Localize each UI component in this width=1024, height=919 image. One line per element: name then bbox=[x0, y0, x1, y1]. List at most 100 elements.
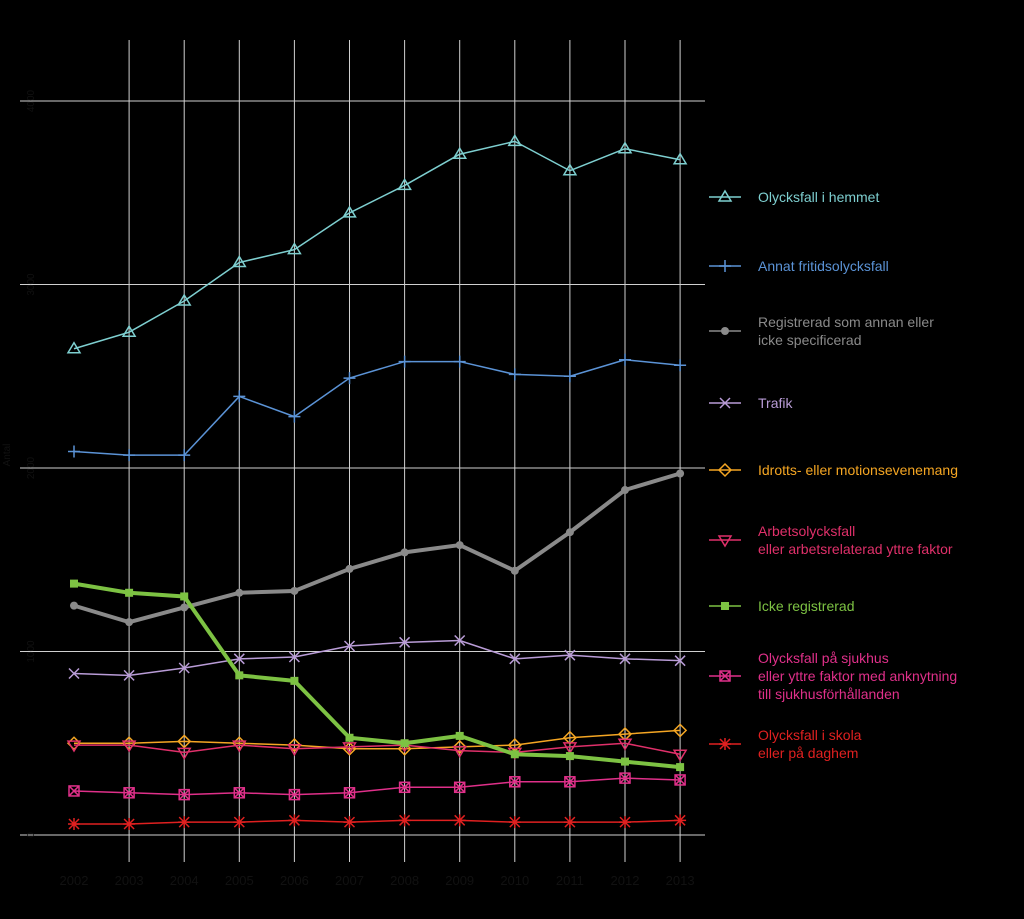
data-point-shape bbox=[672, 152, 688, 165]
data-point bbox=[123, 787, 135, 799]
data-point-shape bbox=[619, 653, 631, 665]
data-point-shape bbox=[509, 776, 521, 788]
data-point bbox=[70, 579, 78, 588]
data-point bbox=[455, 731, 464, 740]
data-point bbox=[177, 734, 192, 749]
legend-item: Registrerad som annan eller icke specific… bbox=[709, 314, 934, 348]
x-tick-label: 2011 bbox=[556, 873, 584, 888]
data-point bbox=[343, 640, 356, 652]
data-point-shape bbox=[233, 653, 245, 665]
series-line bbox=[73, 140, 681, 350]
legend-item: Icke registrerad bbox=[709, 598, 854, 614]
data-point-shape bbox=[66, 740, 82, 753]
x-axis-ticks: 2002 2003 2004 2005 2006 2007 2008 2009 2010 2011… bbox=[60, 873, 695, 888]
series-line bbox=[74, 729, 681, 750]
data-point bbox=[507, 133, 523, 147]
data-point bbox=[180, 603, 189, 612]
data-point-shape bbox=[674, 774, 686, 786]
legend-item: Annat fritidsolycksfall bbox=[709, 258, 889, 274]
data-point-shape bbox=[288, 651, 300, 663]
data-point-shape bbox=[231, 255, 247, 268]
data-point bbox=[68, 817, 80, 830]
x-tick-label: 2004 bbox=[170, 873, 199, 888]
legend-item: Olycksfall i skola eller på daghem bbox=[709, 727, 862, 761]
data-point-shape bbox=[123, 787, 135, 799]
data-point bbox=[345, 564, 354, 573]
data-point-shape bbox=[342, 742, 357, 755]
legend-marker-shape bbox=[719, 397, 731, 409]
series-3 bbox=[68, 634, 686, 681]
x-tick-label: 2010 bbox=[500, 873, 529, 888]
x-tick-label: 2013 bbox=[666, 873, 695, 888]
data-point-shape bbox=[674, 655, 686, 667]
data-point bbox=[674, 359, 687, 372]
data-point bbox=[176, 293, 192, 306]
data-point-shape bbox=[510, 750, 519, 759]
data-point-shape bbox=[619, 772, 631, 784]
legend-item: Trafik bbox=[709, 395, 793, 411]
data-point bbox=[68, 785, 80, 797]
data-point-shape bbox=[454, 634, 466, 647]
data-point bbox=[672, 152, 688, 165]
data-point-shape bbox=[343, 372, 356, 385]
data-point bbox=[508, 368, 521, 381]
data-point-shape bbox=[508, 816, 521, 829]
y-axis-ticks: 0 1000 2000 3000 4000 bbox=[26, 89, 37, 837]
data-point-shape bbox=[68, 667, 80, 680]
data-point bbox=[123, 449, 136, 462]
legend-label: Icke registrerad bbox=[758, 598, 854, 614]
data-point-shape bbox=[455, 731, 464, 740]
data-point bbox=[121, 740, 137, 753]
data-point bbox=[564, 776, 576, 788]
data-point-shape bbox=[400, 548, 409, 557]
data-point-shape bbox=[176, 293, 192, 306]
data-point bbox=[180, 592, 189, 601]
data-point bbox=[565, 528, 574, 537]
data-point-shape bbox=[123, 669, 135, 681]
data-point-shape bbox=[674, 359, 687, 372]
data-point-shape bbox=[563, 370, 576, 383]
series-8 bbox=[68, 814, 687, 830]
legend-item: Idrotts- eller motionsevenemang bbox=[709, 462, 958, 478]
data-point bbox=[565, 752, 574, 761]
data-point-shape bbox=[68, 445, 80, 458]
data-point bbox=[343, 372, 356, 385]
legend-marker bbox=[719, 738, 731, 750]
data-point-shape bbox=[288, 814, 301, 827]
data-point-shape bbox=[562, 730, 577, 745]
data-point bbox=[619, 816, 631, 829]
data-point-shape bbox=[125, 588, 134, 597]
data-point bbox=[563, 816, 576, 829]
data-point bbox=[68, 445, 80, 458]
x-tick-label: 2003 bbox=[115, 873, 144, 888]
data-point-shape bbox=[343, 787, 356, 799]
data-point-shape bbox=[510, 566, 519, 575]
data-point bbox=[70, 601, 78, 610]
data-point bbox=[510, 750, 519, 759]
data-point bbox=[508, 816, 521, 829]
data-point bbox=[287, 744, 302, 757]
data-point bbox=[343, 787, 356, 799]
data-point-shape bbox=[345, 564, 354, 573]
data-point bbox=[509, 653, 521, 665]
data-point bbox=[619, 353, 631, 366]
series-line bbox=[73, 581, 681, 770]
data-point-shape bbox=[452, 745, 468, 759]
data-point bbox=[178, 449, 191, 462]
legend-label: icke specificerad bbox=[758, 332, 862, 348]
data-point bbox=[123, 817, 136, 830]
data-point bbox=[176, 747, 192, 760]
data-point-shape bbox=[180, 603, 189, 612]
data-point bbox=[290, 586, 299, 595]
data-point-shape bbox=[617, 141, 633, 154]
data-point bbox=[674, 774, 686, 786]
data-point bbox=[510, 566, 519, 575]
legend-label: eller yttre faktor med anknytning bbox=[758, 668, 957, 684]
data-point bbox=[287, 242, 302, 255]
legend-marker-shape bbox=[717, 535, 733, 548]
data-point bbox=[288, 410, 301, 423]
data-point-shape bbox=[178, 789, 190, 801]
x-tick-label: 2009 bbox=[445, 873, 474, 888]
series-lines bbox=[66, 133, 688, 830]
data-point bbox=[617, 727, 633, 742]
